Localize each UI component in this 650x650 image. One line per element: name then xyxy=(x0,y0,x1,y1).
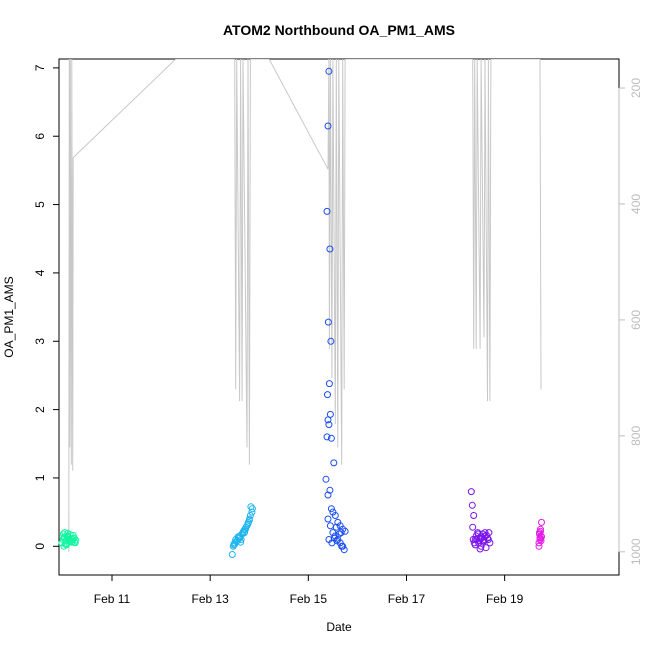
chart-title: ATOM2 Northbound OA_PM1_AMS xyxy=(223,22,455,38)
y-tick-label: 2 xyxy=(33,406,47,413)
data-point xyxy=(535,539,543,547)
right-tick-label: 1000 xyxy=(629,538,643,565)
data-point xyxy=(468,501,476,509)
right-tick-label: 800 xyxy=(629,426,643,446)
data-point xyxy=(241,526,248,534)
data-point xyxy=(236,534,244,542)
data-point xyxy=(469,536,477,543)
data-point xyxy=(324,318,332,326)
y-tick-label: 3 xyxy=(33,338,47,345)
data-point xyxy=(326,245,334,253)
data-point xyxy=(327,337,335,345)
altitude-line xyxy=(68,59,542,552)
y-tick-label: 1 xyxy=(33,474,47,481)
data-point xyxy=(244,520,252,528)
data-point xyxy=(537,525,544,533)
data-point xyxy=(323,207,331,215)
data-point xyxy=(326,522,334,530)
data-point xyxy=(231,540,239,548)
data-point xyxy=(327,505,335,513)
data-point xyxy=(326,410,334,418)
x-tick-label: Feb 11 xyxy=(94,592,131,606)
data-point xyxy=(324,491,332,499)
data-point xyxy=(479,538,487,546)
x-tick-label: Feb 19 xyxy=(486,592,524,606)
data-point xyxy=(331,512,339,519)
data-point xyxy=(340,546,348,554)
data-point xyxy=(470,512,478,519)
data-points xyxy=(58,67,545,558)
data-point xyxy=(237,536,245,543)
data-point xyxy=(326,486,334,494)
data-point xyxy=(246,512,254,519)
right-tick-label: 200 xyxy=(629,78,643,98)
right-axis: 200 400 600 800 1000 xyxy=(618,78,643,565)
y-axis-label: OA_PM1_AMS xyxy=(2,276,16,357)
data-point xyxy=(469,523,477,531)
data-point xyxy=(245,516,253,524)
data-point xyxy=(476,545,484,553)
data-point xyxy=(228,551,236,558)
data-point xyxy=(341,527,349,535)
data-point xyxy=(322,475,330,483)
altitude-trace xyxy=(68,59,542,552)
data-point xyxy=(486,539,494,547)
data-point xyxy=(538,518,545,526)
data-point xyxy=(333,537,341,545)
data-point xyxy=(325,67,333,75)
x-tick-label: Feb 17 xyxy=(388,592,426,606)
data-point xyxy=(70,534,78,542)
data-point xyxy=(68,538,76,545)
data-point xyxy=(248,505,256,513)
data-point xyxy=(332,523,340,531)
data-point xyxy=(474,530,482,538)
data-point xyxy=(481,529,489,537)
data-point xyxy=(64,529,72,537)
y-tick-label: 4 xyxy=(33,269,47,276)
y-tick-label: 0 xyxy=(33,543,47,550)
data-point xyxy=(324,122,332,130)
data-point xyxy=(330,459,338,467)
y-tick-label: 5 xyxy=(33,201,47,208)
right-tick-label: 600 xyxy=(629,310,643,330)
data-point xyxy=(60,542,68,550)
data-point xyxy=(324,515,332,523)
x-axis-label: Date xyxy=(326,620,352,634)
data-point xyxy=(337,529,345,537)
data-point xyxy=(323,433,331,441)
data-point xyxy=(325,380,333,388)
x-tick-label: Feb 13 xyxy=(191,592,229,606)
data-point xyxy=(538,533,545,541)
y-tick-label: 7 xyxy=(33,64,47,71)
right-tick-label: 400 xyxy=(629,194,643,214)
x-axis: Feb 11 Feb 13 Feb 15 Feb 17 Feb 19 xyxy=(94,575,524,606)
y-tick-label: 6 xyxy=(33,133,47,140)
x-tick-label: Feb 15 xyxy=(290,592,328,606)
data-point xyxy=(325,421,333,429)
data-point xyxy=(484,536,492,543)
data-point xyxy=(467,488,475,496)
data-point xyxy=(237,538,245,546)
data-point xyxy=(324,391,331,399)
data-point xyxy=(327,434,335,442)
y-axis: 0 1 2 3 4 5 6 7 xyxy=(33,64,59,550)
data-point xyxy=(537,537,545,545)
data-point xyxy=(335,530,343,538)
data-point xyxy=(247,503,255,511)
